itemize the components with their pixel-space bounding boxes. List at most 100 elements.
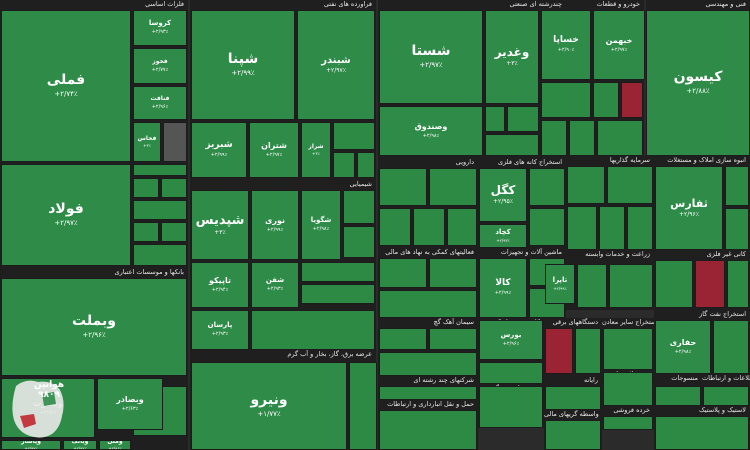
stock-tile[interactable] bbox=[597, 120, 643, 156]
stock-tile-shpdis[interactable]: شپدیس +۳٪ bbox=[191, 190, 249, 260]
stock-tile[interactable] bbox=[343, 190, 375, 224]
stock-tile[interactable] bbox=[593, 82, 619, 118]
stock-tile[interactable] bbox=[379, 168, 427, 206]
stock-tile-foulad[interactable]: فولاد +۲/۹۷٪ bbox=[1, 164, 131, 266]
stock-tile[interactable] bbox=[485, 106, 505, 132]
stock-tile[interactable] bbox=[333, 152, 355, 178]
stock-tile[interactable] bbox=[655, 386, 701, 406]
stock-tile[interactable] bbox=[301, 284, 375, 304]
stock-tile-fkhas[interactable]: فخاس +۳٪ bbox=[133, 122, 161, 162]
stock-tile-tapiko[interactable]: تاپیکو +۲/۹۴٪ bbox=[191, 262, 249, 308]
stock-tile[interactable] bbox=[567, 166, 605, 204]
stock-tile[interactable] bbox=[703, 386, 749, 406]
stock-tile-vniru[interactable]: ونیرو +۱/۷۷٪ bbox=[191, 362, 347, 450]
stock-tile[interactable] bbox=[447, 208, 477, 246]
stock-tile[interactable] bbox=[161, 178, 187, 198]
stock-tile[interactable] bbox=[541, 120, 567, 156]
stock-tile[interactable] bbox=[379, 410, 477, 450]
stock-tile[interactable] bbox=[607, 166, 653, 204]
stock-tile[interactable] bbox=[379, 258, 427, 288]
stock-tile[interactable] bbox=[133, 200, 187, 220]
stock-tile[interactable] bbox=[655, 260, 693, 308]
stock-tile-fkhouz[interactable]: فخوز +۲/۷۷٪ bbox=[133, 48, 187, 84]
stock-tile[interactable] bbox=[379, 386, 477, 400]
stock-tile-vghadir[interactable]: وغدیر +۳٪ bbox=[485, 10, 539, 104]
stock-tile-vmelal[interactable]: وملل +۲/۹۶٪ bbox=[99, 440, 131, 450]
stock-tile[interactable] bbox=[479, 362, 543, 384]
stock-tile-vsandoq[interactable]: وصندوق +۲/۹۸٪ bbox=[379, 106, 483, 156]
stock-tile[interactable] bbox=[599, 206, 625, 250]
stock-tile[interactable] bbox=[379, 208, 411, 246]
stock-tile[interactable] bbox=[301, 262, 375, 282]
stock-tile-hafari[interactable]: حفاری +۲/۹۸٪ bbox=[655, 320, 711, 374]
stock-tile[interactable] bbox=[609, 264, 653, 308]
stock-tile[interactable] bbox=[545, 328, 573, 374]
stock-tile[interactable] bbox=[695, 260, 725, 308]
stock-tile[interactable] bbox=[413, 208, 445, 246]
stock-tile-shasta[interactable]: شستا +۲/۹۷٪ bbox=[379, 10, 483, 104]
stock-tile[interactable] bbox=[133, 222, 159, 242]
stock-tile-nouri[interactable]: نوری +۲/۹۹٪ bbox=[251, 190, 299, 260]
stock-tile[interactable] bbox=[541, 82, 591, 118]
stock-tile-kala[interactable]: کالا +۲/۹۹٪ bbox=[479, 258, 527, 318]
stock-tile-shpna[interactable]: شپنا +۲/۹۹٪ bbox=[191, 10, 295, 120]
stock-tile[interactable] bbox=[163, 122, 187, 162]
stock-tile[interactable] bbox=[603, 372, 653, 406]
stock-tile-kisun[interactable]: کیسون +۲/۸۸٪ bbox=[646, 10, 750, 156]
stock-tile[interactable] bbox=[133, 244, 187, 266]
stock-tile[interactable] bbox=[379, 352, 477, 376]
stock-tile-kchad[interactable]: کچاد +۲/۹۳٪ bbox=[479, 224, 527, 248]
stock-tile[interactable] bbox=[429, 168, 477, 206]
stock-tile[interactable] bbox=[567, 206, 597, 250]
stock-tile-vbmelat[interactable]: وبملت +۲/۹۶٪ bbox=[1, 278, 187, 376]
stock-tile-shbandar[interactable]: شبندر +۲/۹۷٪ bbox=[297, 10, 375, 120]
stock-tile[interactable] bbox=[133, 164, 187, 176]
stock-tile[interactable] bbox=[603, 328, 653, 370]
stock-tile-tfars[interactable]: ثفارس +۲/۹۶٪ bbox=[655, 166, 723, 250]
stock-tile[interactable] bbox=[655, 416, 749, 450]
stock-tile[interactable] bbox=[251, 310, 375, 350]
stock-tile-shbriz[interactable]: شبریز +۲/۹۹٪ bbox=[191, 122, 247, 178]
stock-tile[interactable] bbox=[577, 264, 607, 308]
stock-tile[interactable] bbox=[429, 258, 477, 288]
stock-tile-shfan[interactable]: شفن +۲/۹۳٪ bbox=[251, 262, 299, 308]
stock-tile[interactable] bbox=[545, 420, 601, 450]
stock-tile-fousa[interactable]: کروسا +۲/۹۳٪ bbox=[133, 10, 187, 46]
stock-tile-shtran[interactable]: شتران +۲/۹۷٪ bbox=[249, 122, 299, 178]
stock-tile[interactable] bbox=[479, 386, 543, 428]
stock-tile-parsan[interactable]: پارسان +۲/۹۳٪ bbox=[191, 310, 249, 350]
stock-tile[interactable] bbox=[725, 208, 749, 250]
stock-tile-khsapa[interactable]: خساپا +۲/۹۰٪ bbox=[541, 10, 591, 80]
stock-tile[interactable] bbox=[133, 178, 159, 198]
stock-tile-shraz[interactable]: شراز +۳٪ bbox=[301, 122, 331, 178]
stock-tile-fnafat[interactable]: فنافت +۲/۹۶٪ bbox=[133, 86, 187, 120]
stock-tile[interactable] bbox=[343, 226, 375, 258]
stock-tile[interactable] bbox=[627, 206, 653, 250]
stock-tile[interactable] bbox=[429, 328, 477, 350]
stock-tile-tapra[interactable]: تاپرا +۲/۹۹٪ bbox=[545, 264, 575, 304]
stock-tile-boursa[interactable]: بورس +۲/۹۶٪ bbox=[479, 320, 543, 360]
stock-tile[interactable] bbox=[529, 208, 565, 246]
stock-tile[interactable] bbox=[545, 386, 601, 410]
stock-tile[interactable] bbox=[379, 328, 427, 350]
stock-tile[interactable] bbox=[333, 122, 375, 150]
stock-tile[interactable] bbox=[603, 416, 653, 430]
stock-tile[interactable] bbox=[529, 168, 565, 206]
stock-tile-kgol[interactable]: کگل +۲/۹۵٪ bbox=[479, 168, 527, 222]
stock-tile-folami[interactable]: فملی +۲/۷۴٪ bbox=[1, 10, 131, 162]
stock-tile[interactable] bbox=[727, 260, 749, 308]
stock-tile[interactable] bbox=[569, 120, 595, 156]
stock-tile[interactable] bbox=[621, 82, 643, 118]
stock-tile[interactable] bbox=[349, 362, 377, 450]
stock-tile[interactable] bbox=[161, 222, 187, 242]
stock-tile-khbahman[interactable]: خبهمن +۲/۹۷٪ bbox=[593, 10, 645, 80]
stock-tile[interactable] bbox=[507, 106, 539, 132]
stock-tile[interactable] bbox=[725, 166, 749, 206]
stock-tile[interactable] bbox=[379, 290, 477, 318]
stock-tile[interactable] bbox=[357, 152, 375, 178]
stock-tile-shgouya[interactable]: شگویا +۲/۹۸٪ bbox=[301, 190, 341, 260]
stock-tile[interactable] bbox=[713, 320, 749, 374]
stock-tile[interactable] bbox=[575, 328, 601, 374]
stock-tile-vbsader[interactable]: وبصادر +۲/۶۳٪ bbox=[97, 378, 163, 430]
stock-tile[interactable] bbox=[485, 134, 539, 156]
